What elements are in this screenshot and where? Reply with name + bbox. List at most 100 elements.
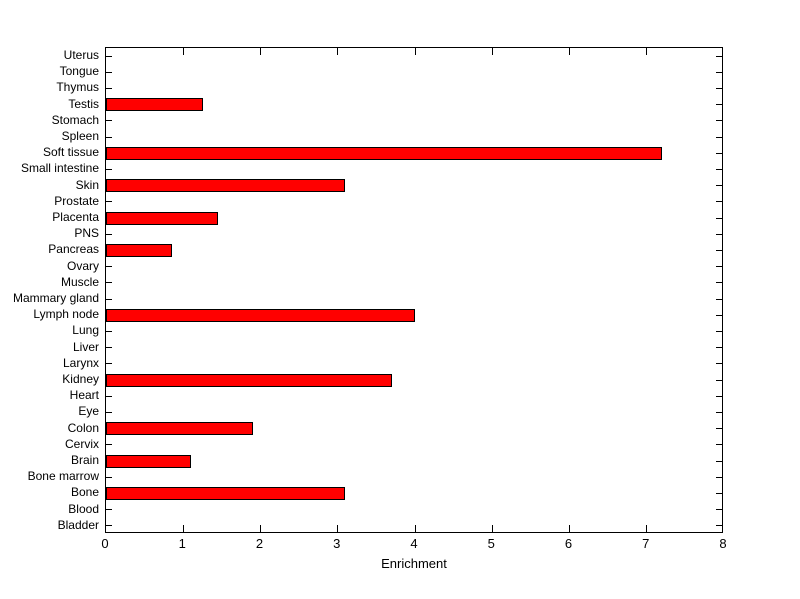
y-tick-label: Kidney	[62, 372, 99, 386]
y-tick-label: Pancreas	[48, 242, 99, 257]
x-tick-label: 2	[255, 536, 264, 551]
y-tick-label: Mammary gland	[12, 291, 99, 305]
y-tick-right	[716, 169, 722, 170]
y-tick-right	[716, 250, 722, 251]
y-tick-right	[716, 314, 722, 316]
x-tick-top	[646, 48, 648, 55]
bar	[106, 244, 172, 257]
y-tick-label: Colon	[67, 420, 99, 435]
y-tick-left	[106, 363, 112, 365]
y-tick-right	[716, 282, 722, 284]
y-tick-left	[106, 444, 112, 446]
y-tick-label: Soft tissue	[42, 145, 99, 160]
x-tick-label: 3	[333, 536, 341, 551]
x-tick-label: 0	[101, 536, 109, 551]
y-tick-left	[106, 525, 112, 527]
y-tick-left	[106, 395, 112, 397]
y-tick-left	[106, 476, 112, 478]
y-tick-right	[716, 120, 722, 122]
x-tick-top	[414, 48, 416, 55]
y-tick-label: PNS	[74, 226, 99, 241]
y-tick-label: Bone	[70, 485, 99, 500]
y-tick-label: Bladder	[57, 517, 99, 532]
y-tick-label: Lymph node	[33, 307, 99, 322]
y-tick-right	[716, 217, 722, 219]
y-tick-label: Liver	[72, 339, 99, 354]
y-tick-label: Muscle	[60, 274, 99, 289]
bar	[106, 454, 191, 468]
x-tick-top	[182, 48, 184, 55]
x-tick-bottom	[182, 525, 184, 532]
y-tick-right	[716, 331, 722, 332]
y-tick-right	[716, 379, 722, 381]
y-tick-left	[106, 266, 112, 268]
bar	[106, 146, 663, 160]
y-tick-right	[716, 525, 722, 527]
bar	[106, 422, 253, 436]
y-tick-right	[716, 412, 722, 413]
x-tick-top	[491, 48, 493, 55]
y-tick-label: Eye	[78, 404, 99, 419]
y-tick-label: Larynx	[62, 355, 99, 370]
y-tick-label: Small intestine	[20, 161, 99, 176]
y-tick-right	[716, 71, 722, 73]
y-tick-right	[716, 476, 722, 478]
y-tick-right	[716, 460, 722, 462]
y-tick-left	[106, 201, 112, 203]
y-tick-label: Prostate	[54, 193, 99, 208]
y-tick-left	[106, 233, 112, 235]
bar	[106, 211, 218, 225]
y-tick-label: Thymus	[56, 80, 99, 95]
y-tick-left	[106, 120, 112, 122]
y-tick-left	[106, 347, 112, 349]
y-tick-label: Heart	[69, 388, 99, 403]
y-tick-right	[716, 136, 722, 138]
bar	[106, 98, 203, 112]
x-tick-bottom	[491, 525, 493, 532]
y-tick-right	[716, 428, 722, 430]
x-tick-top	[337, 48, 339, 55]
x-tick-label: 7	[642, 536, 650, 551]
x-axis-title: Enrichment	[381, 556, 447, 571]
x-tick-bottom	[569, 525, 570, 532]
y-tick-left	[106, 298, 112, 300]
bar	[106, 373, 392, 387]
y-tick-label: Lung	[72, 323, 99, 338]
y-tick-right	[716, 88, 722, 89]
y-tick-right	[716, 266, 722, 268]
x-tick-bottom	[646, 525, 648, 532]
x-tick-bottom	[337, 525, 339, 532]
y-tick-label: Spleen	[61, 129, 99, 143]
plot-area	[105, 47, 723, 533]
y-tick-right	[716, 444, 722, 446]
y-tick-label: Brain	[70, 453, 99, 467]
y-tick-right	[716, 509, 722, 511]
y-tick-left	[106, 331, 112, 332]
bar	[106, 487, 346, 500]
y-tick-left	[106, 71, 112, 73]
y-tick-right	[716, 55, 722, 57]
y-tick-right	[716, 493, 722, 494]
y-tick-label: Tongue	[59, 64, 99, 79]
bar	[106, 308, 415, 322]
y-tick-label: Stomach	[51, 112, 99, 127]
y-tick-right	[716, 104, 722, 106]
x-tick-bottom	[260, 525, 261, 532]
x-tick-top	[569, 48, 570, 55]
y-tick-right	[716, 298, 722, 300]
x-tick-label: 8	[719, 536, 727, 551]
y-tick-left	[106, 136, 112, 138]
y-tick-label: Skin	[75, 177, 99, 192]
x-tick-label: 4	[410, 536, 418, 551]
x-tick-label: 5	[487, 536, 495, 551]
y-tick-label: Placenta	[52, 210, 99, 224]
y-tick-label: Ovary	[66, 258, 99, 273]
y-tick-right	[716, 233, 722, 235]
y-tick-left	[106, 88, 112, 89]
x-tick-top	[260, 48, 261, 55]
y-tick-right	[716, 152, 722, 154]
bar	[106, 179, 346, 193]
y-tick-right	[716, 347, 722, 349]
y-tick-left	[106, 282, 112, 284]
